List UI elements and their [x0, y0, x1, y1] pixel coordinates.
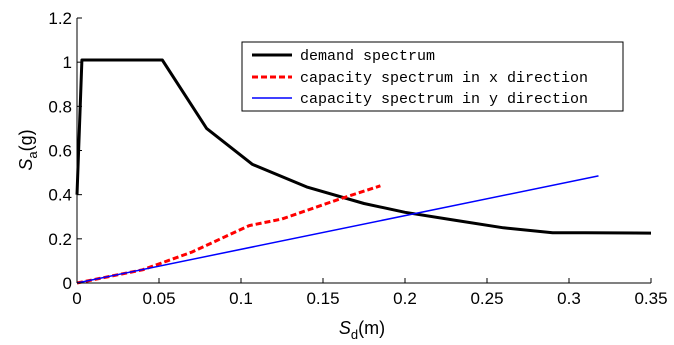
- x-axis-title-sub: d: [351, 327, 358, 342]
- legend: demand spectrum capacity spectrum in x d…: [241, 41, 624, 112]
- x-tick-label: 0.1: [229, 289, 253, 308]
- legend-label-capacity-y: capacity spectrum in y direction: [300, 91, 588, 108]
- svg-text:Sa(g): Sa(g): [16, 129, 40, 170]
- x-tick-label: 0.2: [393, 289, 417, 308]
- y-axis-title: Sa(g): [16, 129, 40, 170]
- x-tick-label: 0.25: [470, 289, 503, 308]
- svg-text:Sd(m): Sd(m): [339, 318, 385, 342]
- y-axis-title-main: S: [16, 159, 36, 171]
- tick-layer: 0 0.05 0.1 0.15 0.2 0.25 0.3 0.35 0 0.2 0.4 0.6 0.8 1…: [48, 9, 667, 308]
- x-tick-label: 0.05: [142, 289, 175, 308]
- y-tick-label: 0.2: [48, 230, 72, 249]
- series-layer: [75, 58, 652, 285]
- y-tick-label: 0.4: [48, 186, 72, 205]
- y-tick-label: 0: [63, 274, 72, 293]
- x-tick-label: 0.15: [306, 289, 339, 308]
- legend-label-capacity-x: capacity spectrum in x direction: [300, 70, 588, 87]
- x-axis-title-unit: (m): [358, 318, 385, 338]
- y-axis-title-sub: a: [25, 151, 40, 159]
- y-axis-title-unit: (g): [16, 129, 36, 151]
- x-tick-label: 0.35: [634, 289, 667, 308]
- series-line-3: [76, 175, 599, 284]
- y-tick-label: 1.2: [48, 9, 72, 28]
- x-tick-label: 0: [72, 289, 81, 308]
- y-tick-label: 0.6: [48, 142, 72, 161]
- x-axis-title: Sd(m): [339, 318, 385, 342]
- x-tick-label: 0.3: [557, 289, 581, 308]
- y-tick-label: 1: [63, 53, 72, 72]
- legend-label-demand: demand spectrum: [300, 48, 435, 65]
- series-line-1: [75, 58, 652, 235]
- x-axis-title-main: S: [339, 318, 351, 338]
- y-tick-label: 0.8: [48, 97, 72, 116]
- legend-box: [241, 41, 624, 112]
